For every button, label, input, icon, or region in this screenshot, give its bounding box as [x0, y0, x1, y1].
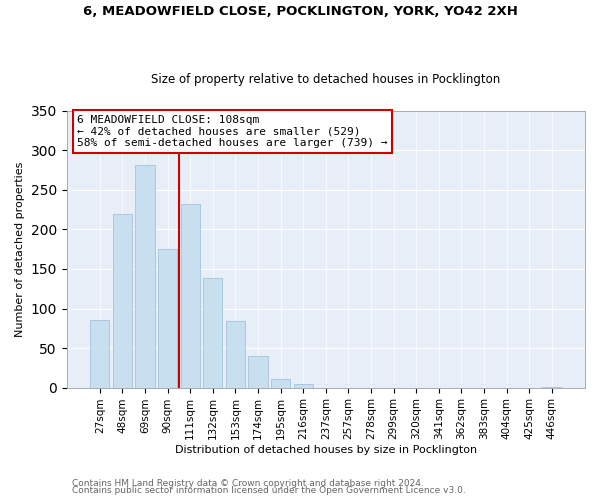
- Bar: [90, 320, 109, 388]
- Bar: [181, 204, 200, 388]
- Bar: [158, 249, 177, 388]
- Bar: [271, 379, 290, 388]
- Bar: [293, 384, 313, 388]
- Text: 6, MEADOWFIELD CLOSE, POCKLINGTON, YORK, YO42 2XH: 6, MEADOWFIELD CLOSE, POCKLINGTON, YORK,…: [83, 5, 517, 18]
- Text: Contains public sector information licensed under the Open Government Licence v3: Contains public sector information licen…: [72, 486, 466, 495]
- Title: Size of property relative to detached houses in Pocklington: Size of property relative to detached ho…: [151, 73, 500, 86]
- Y-axis label: Number of detached properties: Number of detached properties: [15, 162, 25, 337]
- Bar: [113, 214, 132, 388]
- Text: 6 MEADOWFIELD CLOSE: 108sqm
← 42% of detached houses are smaller (529)
58% of se: 6 MEADOWFIELD CLOSE: 108sqm ← 42% of det…: [77, 115, 388, 148]
- X-axis label: Distribution of detached houses by size in Pocklington: Distribution of detached houses by size …: [175, 445, 477, 455]
- Text: Contains HM Land Registry data © Crown copyright and database right 2024.: Contains HM Land Registry data © Crown c…: [72, 478, 424, 488]
- Bar: [248, 356, 268, 388]
- Bar: [136, 164, 155, 388]
- Bar: [542, 387, 562, 388]
- Bar: [226, 321, 245, 388]
- Bar: [203, 278, 223, 388]
